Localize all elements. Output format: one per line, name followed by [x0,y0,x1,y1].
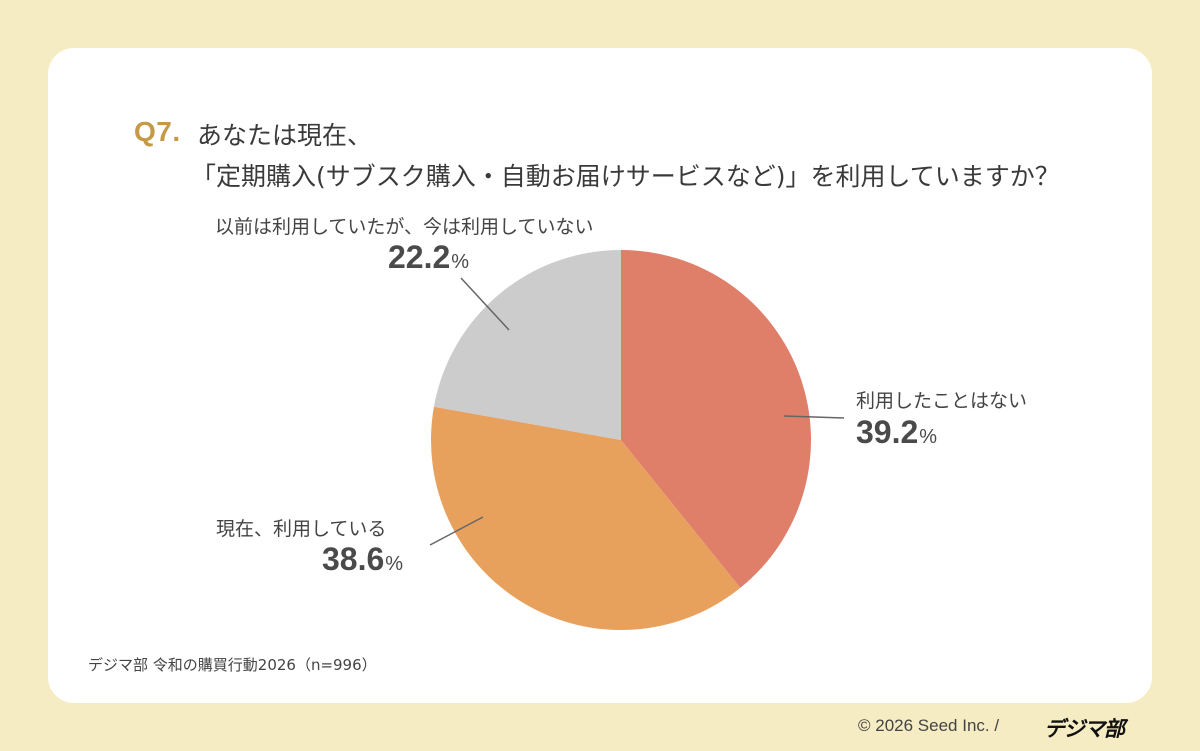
slice-never [621,250,811,588]
pct-current: 38.6% [322,541,404,577]
slice-current [431,406,741,630]
copyright: © 2026 Seed Inc. / [858,716,1000,735]
leader-line [460,277,510,331]
pct-former: 22.2% [388,239,470,275]
question-title-line2: 「定期購入(サブスク購入・自動お届けサービスなど)」を利用していますか？ [191,162,1060,191]
brand-logo: デジマ部 [1044,717,1125,741]
leader-line [783,415,845,419]
label-former: 以前は利用していたが、今は利用していない [215,216,594,238]
slice-former [433,250,621,440]
source-note: デジマ部 令和の購買行動2026（n=996） [88,656,377,674]
pct-never: 39.2% [856,414,938,450]
question-title-line1: あなたは現在、 [197,121,373,150]
label-never: 利用したことはない [856,390,1028,412]
label-current: 現在、利用している [216,518,387,540]
question-number: Q7. [134,116,181,147]
leader-line [429,516,484,546]
